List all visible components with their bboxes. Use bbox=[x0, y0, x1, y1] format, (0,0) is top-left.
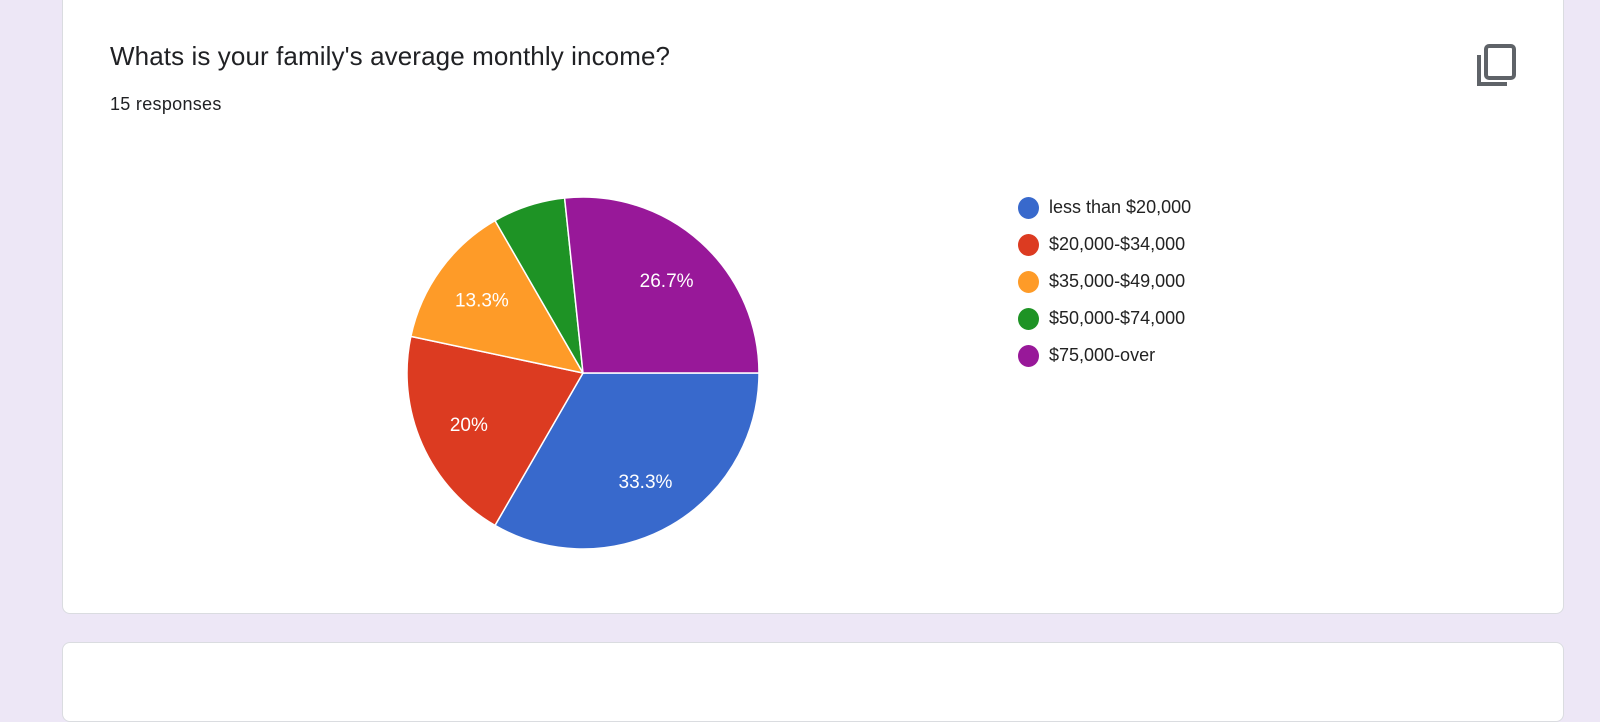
legend-label: $35,000-$49,000 bbox=[1049, 271, 1186, 291]
next-question-card bbox=[62, 642, 1564, 722]
chart-legend: less than $20,000 $20,000-$34,000 $35,000-… bbox=[1018, 189, 1191, 374]
legend-label: less than $20,000 bbox=[1049, 197, 1192, 217]
legend-dot bbox=[1018, 307, 1039, 330]
legend-dot bbox=[1018, 270, 1039, 293]
pie-slice-5 bbox=[563, 196, 760, 374]
pie-slice-2 bbox=[406, 335, 585, 527]
legend-item: less than $20,000 bbox=[1018, 189, 1191, 226]
copy-icon[interactable] bbox=[1476, 44, 1518, 86]
question-card: Whats is your family's average monthly i… bbox=[62, 0, 1564, 614]
slice-label: 26.7% bbox=[640, 271, 694, 292]
response-count: 15 responses bbox=[110, 94, 222, 114]
slice-label: 13.3% bbox=[455, 291, 509, 312]
legend-dot bbox=[1018, 344, 1039, 367]
pie-slice-3 bbox=[409, 219, 585, 375]
slice-label: 33.3% bbox=[619, 472, 673, 493]
legend-item: $20,000-$34,000 bbox=[1018, 226, 1191, 263]
legend-label: $50,000-$74,000 bbox=[1049, 308, 1186, 328]
legend-item: $50,000-$74,000 bbox=[1018, 300, 1191, 337]
legend-label: $20,000-$34,000 bbox=[1049, 234, 1186, 254]
pie-slice-1 bbox=[493, 372, 760, 550]
legend-dot bbox=[1018, 196, 1039, 219]
question-title: Whats is your family's average monthly i… bbox=[110, 41, 671, 71]
legend-item: $75,000-over bbox=[1018, 337, 1191, 374]
legend-label: $75,000-over bbox=[1049, 345, 1156, 365]
legend-dot bbox=[1018, 233, 1039, 256]
slice-label: 20% bbox=[450, 415, 488, 436]
legend-item: $35,000-$49,000 bbox=[1018, 263, 1191, 300]
pie-chart: 33.3% 20% 13.3% 26.7% bbox=[406, 196, 760, 550]
